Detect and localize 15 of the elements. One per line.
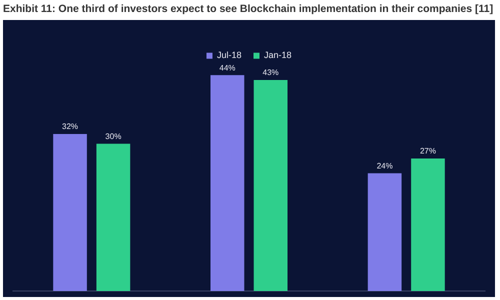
legend-label: Jul-18 (216, 50, 242, 60)
data-label: 32% (62, 122, 78, 132)
data-label: 27% (420, 146, 436, 156)
bar (210, 75, 244, 291)
bar (411, 158, 445, 291)
data-label: 30% (105, 132, 122, 142)
data-label: 24% (376, 161, 393, 170)
chart-title: Exhibit 11: One third of investors expect to see Blockchain implementation in their companies [11] (3, 3, 494, 15)
bar (368, 173, 402, 291)
bar (53, 134, 87, 291)
legend-label: Jan-18 (264, 50, 292, 60)
data-label: 43% (262, 68, 279, 78)
bar (96, 144, 130, 291)
data-label: 44% (219, 63, 236, 72)
bar (254, 80, 288, 291)
